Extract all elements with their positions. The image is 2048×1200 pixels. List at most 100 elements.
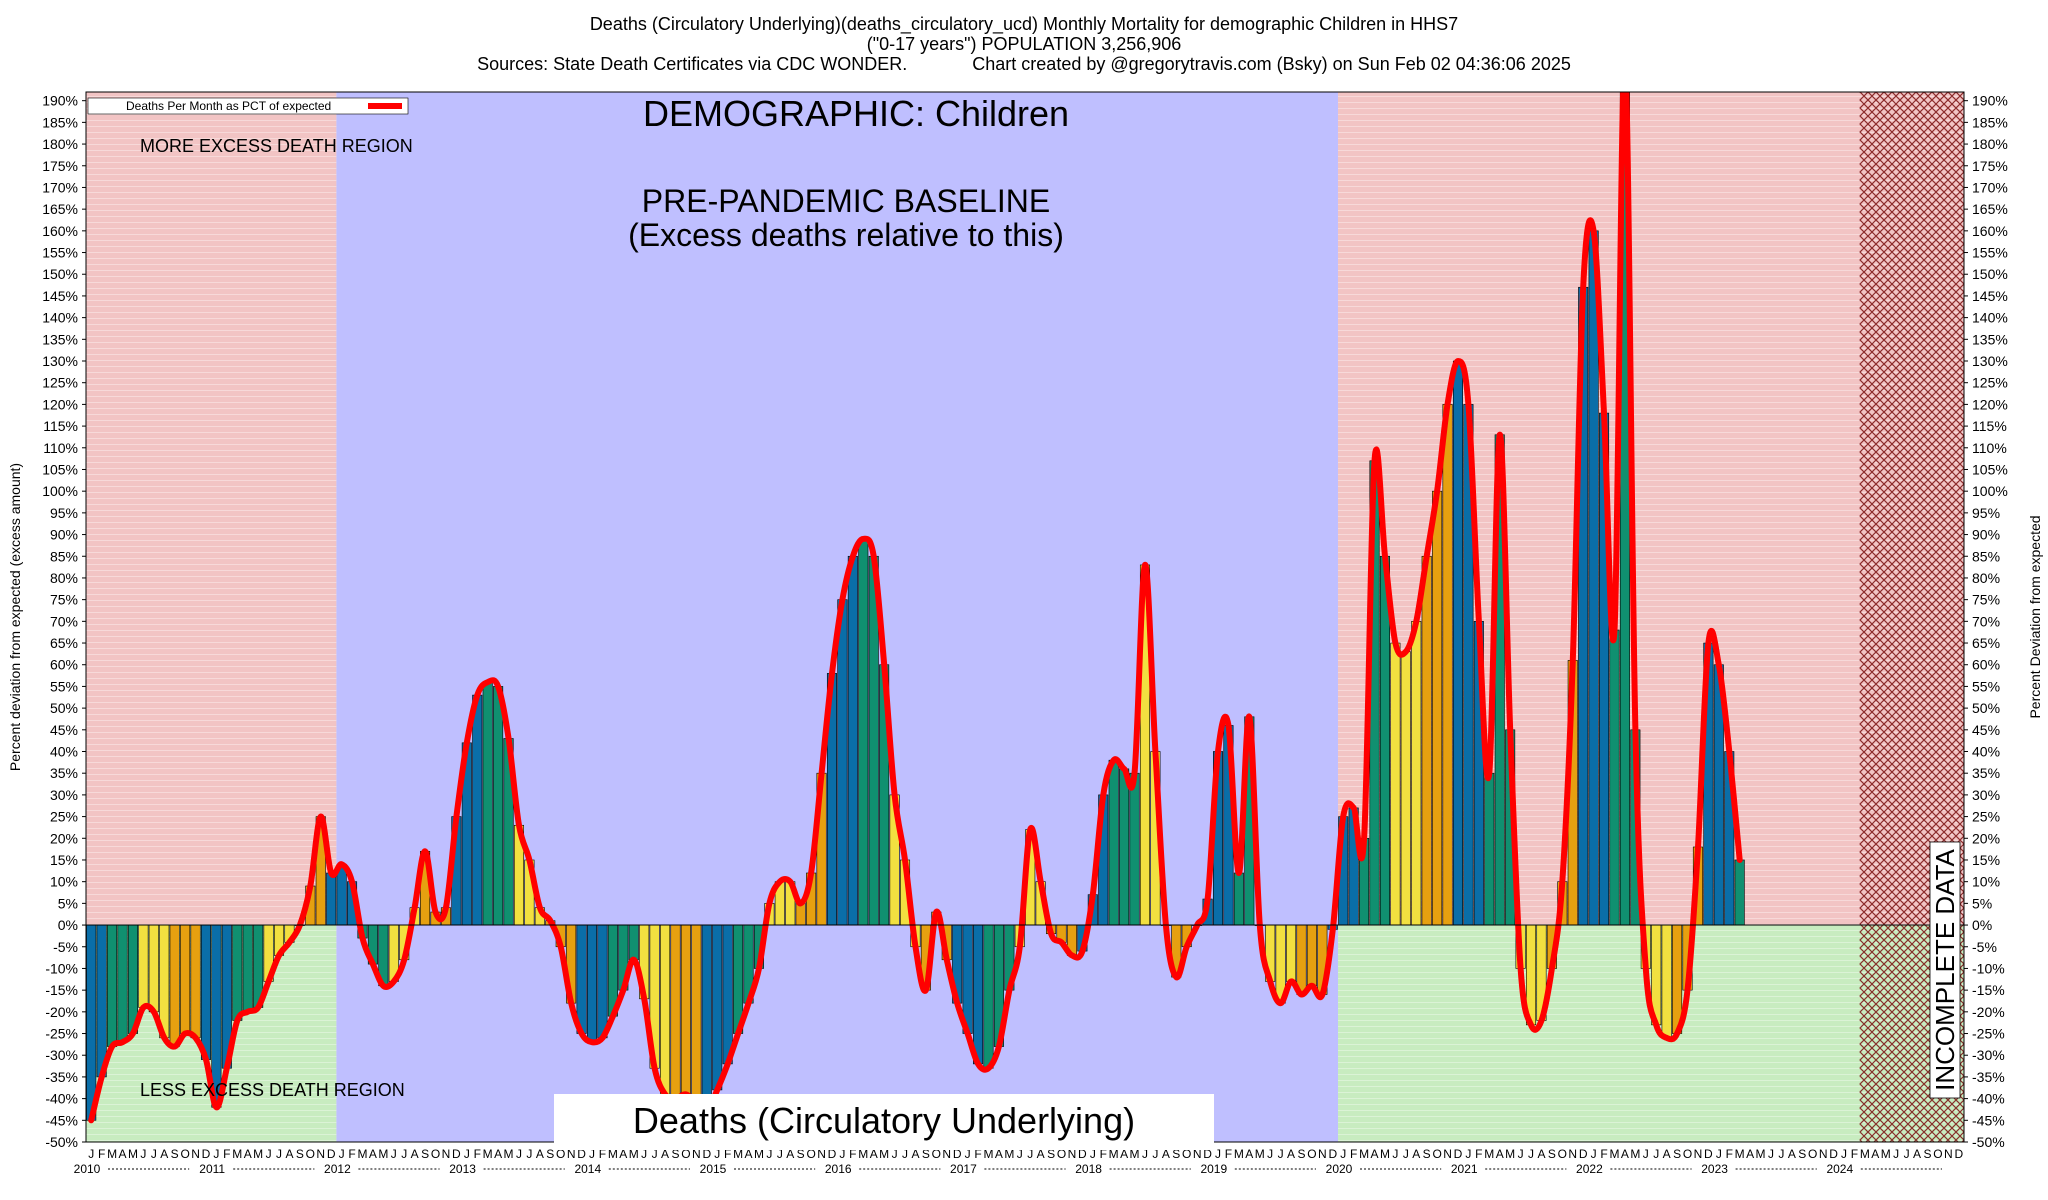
series-line — [88, 92, 1743, 1124]
x-month-label: A — [870, 1147, 878, 1161]
y-tick-label-left: 85% — [50, 548, 78, 564]
data-bar — [1119, 768, 1130, 926]
y-tick-label-right: 0% — [1972, 917, 1992, 933]
x-month-label: J — [151, 1147, 157, 1161]
y-tick-label-left: 95% — [50, 505, 78, 521]
y-tick-label-right: -10% — [1972, 960, 2005, 976]
x-month-label: N — [567, 1147, 576, 1161]
x-month-label: A — [411, 1147, 419, 1161]
x-month-label: J — [88, 1147, 94, 1161]
data-bar — [1734, 859, 1745, 926]
x-month-label: A — [661, 1147, 669, 1161]
stripes-left — [86, 92, 337, 1142]
data-bar — [1421, 555, 1432, 926]
x-month-label: M — [483, 1147, 493, 1161]
data-bar — [858, 538, 869, 926]
data-bar — [1588, 230, 1599, 926]
data-bar — [96, 924, 107, 1078]
x-year-label: 2017 — [950, 1162, 977, 1176]
x-month-label: J — [516, 1147, 522, 1161]
x-month-label: F — [1100, 1147, 1107, 1161]
x-month-label: O — [1683, 1147, 1692, 1161]
incomplete-label-box — [1929, 841, 1961, 1099]
x-month-label: N — [1568, 1147, 1577, 1161]
x-month-label: A — [1120, 1147, 1128, 1161]
y-tick-label-right: 90% — [1972, 527, 2000, 543]
x-month-label: S — [1548, 1147, 1556, 1161]
x-month-label: J — [526, 1147, 532, 1161]
x-month-label: M — [858, 1147, 868, 1161]
data-bar — [837, 599, 848, 926]
x-month-label: M — [504, 1147, 514, 1161]
x-month-label: S — [671, 1147, 679, 1161]
data-bar — [1411, 621, 1422, 926]
y-tick-label-right: 5% — [1972, 895, 1992, 911]
x-month-label: F — [724, 1147, 731, 1161]
x-year-label: 2012 — [324, 1162, 351, 1176]
y-tick-label-left: 10% — [50, 874, 78, 890]
data-bar — [242, 924, 253, 1013]
y-tick-label-right: 160% — [1972, 223, 2008, 239]
y-tick-label-right: 125% — [1972, 375, 2008, 391]
y-tick-label-left: -30% — [45, 1047, 78, 1063]
y-tick-label-left: 70% — [50, 613, 78, 629]
x-month-label: M — [629, 1147, 639, 1161]
x-month-label: J — [276, 1147, 282, 1161]
x-month-label: S — [1673, 1147, 1681, 1161]
x-month-label: M — [107, 1147, 117, 1161]
x-month-label: J — [1215, 1147, 1221, 1161]
x-month-label: J — [589, 1147, 595, 1161]
y-tick-label-right: 130% — [1972, 353, 2008, 369]
chart-sources: Sources: State Death Certificates via CD… — [477, 54, 908, 74]
x-month-label: N — [1443, 1147, 1452, 1161]
data-bar — [1609, 629, 1620, 926]
y-tick-label-right: 110% — [1972, 440, 2007, 456]
y-tick-label-right: -15% — [1972, 982, 2005, 998]
x-month-label: J — [1643, 1147, 1649, 1161]
data-bar — [472, 694, 483, 926]
chart-sources-line: Sources: State Death Certificates via CD… — [0, 54, 2048, 74]
x-month-label: A — [494, 1147, 502, 1161]
y-tick-label-left: 120% — [42, 396, 78, 412]
x-month-label: M — [128, 1147, 138, 1161]
baseline-label-line1: PRE-PANDEMIC BASELINE — [642, 183, 1050, 219]
x-year-label: 2014 — [574, 1162, 601, 1176]
x-month-label: M — [1609, 1147, 1619, 1161]
x-month-label: M — [1380, 1147, 1390, 1161]
x-month-label: F — [849, 1147, 856, 1161]
x-month-label: D — [1078, 1147, 1087, 1161]
y-tick-label-left: 110% — [43, 440, 78, 456]
data-bar — [1400, 651, 1411, 926]
x-month-label: O — [306, 1147, 315, 1161]
x-month-label: F — [1726, 1147, 1733, 1161]
y-tick-label-right: 120% — [1972, 396, 2008, 412]
x-month-label: A — [1621, 1147, 1629, 1161]
y-tick-label-right: -25% — [1972, 1026, 2005, 1042]
x-month-label: J — [965, 1147, 971, 1161]
data-bar — [1108, 759, 1119, 926]
x-month-label: S — [922, 1147, 930, 1161]
x-month-label: F — [98, 1147, 105, 1161]
y-tick-label-left: 190% — [42, 93, 78, 109]
legend-box — [87, 97, 409, 115]
data-bar — [628, 924, 639, 961]
chart-title: Deaths (Circulatory Underlying)(deaths_c… — [589, 14, 1459, 34]
x-month-label: J — [1403, 1147, 1409, 1161]
y-tick-label-right: -5% — [1972, 939, 1997, 955]
x-month-label: F — [599, 1147, 606, 1161]
y-tick-label-left: 185% — [42, 114, 78, 130]
more-excess-label: MORE EXCESS DEATH REGION — [140, 136, 413, 156]
data-bar — [680, 924, 691, 1095]
y-tick-label-left: -15% — [45, 982, 78, 998]
x-year-label: 2020 — [1326, 1162, 1353, 1176]
x-month-label: N — [1694, 1147, 1703, 1161]
x-month-label: O — [1933, 1147, 1942, 1161]
y-tick-label-left: -20% — [45, 1004, 78, 1020]
y-tick-label-right: 45% — [1972, 722, 2000, 738]
x-month-label: J — [1518, 1147, 1524, 1161]
x-month-label: A — [1245, 1147, 1253, 1161]
data-bar — [1286, 924, 1297, 982]
data-bar — [1129, 772, 1140, 926]
y-tick-label-left: 155% — [42, 245, 78, 261]
x-year-label: 2010 — [74, 1162, 101, 1176]
